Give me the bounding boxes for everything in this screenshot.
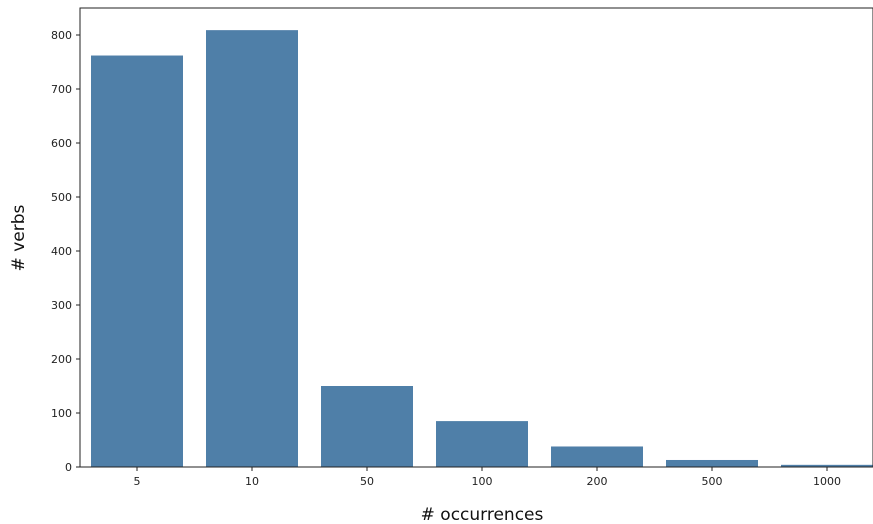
x-tick-label: 100 bbox=[472, 475, 493, 488]
x-tick-label: 200 bbox=[587, 475, 608, 488]
y-tick-label: 500 bbox=[51, 191, 72, 204]
bar-5 bbox=[91, 55, 183, 468]
y-tick-label: 700 bbox=[51, 83, 72, 96]
x-tick-label: 5 bbox=[134, 475, 141, 488]
bar-10 bbox=[206, 30, 298, 467]
y-tick-label: 400 bbox=[51, 245, 72, 258]
y-tick-label: 600 bbox=[51, 137, 72, 150]
x-tick-label: 50 bbox=[360, 475, 374, 488]
x-axis: 5 10 50 100 200 500 1000 bbox=[134, 467, 841, 488]
bars-layer bbox=[91, 30, 873, 468]
y-axis: 0 100 200 300 400 500 600 700 800 bbox=[51, 29, 80, 474]
bar-200 bbox=[551, 446, 643, 467]
bar-500 bbox=[666, 459, 758, 467]
y-tick-label: 200 bbox=[51, 353, 72, 366]
bar-100 bbox=[436, 421, 528, 467]
x-tick-label: 500 bbox=[702, 475, 723, 488]
y-tick-label: 0 bbox=[65, 461, 72, 474]
x-tick-label: 1000 bbox=[813, 475, 841, 488]
y-tick-label: 300 bbox=[51, 299, 72, 312]
x-axis-title: # occurrences bbox=[421, 505, 544, 524]
y-axis-title: # verbs bbox=[9, 204, 29, 271]
bar-1000 bbox=[781, 464, 873, 467]
bar-50 bbox=[321, 386, 413, 467]
x-tick-label: 10 bbox=[245, 475, 259, 488]
y-tick-label: 100 bbox=[51, 407, 72, 420]
plot-frame bbox=[79, 7, 873, 468]
y-tick-label: 800 bbox=[51, 29, 72, 42]
